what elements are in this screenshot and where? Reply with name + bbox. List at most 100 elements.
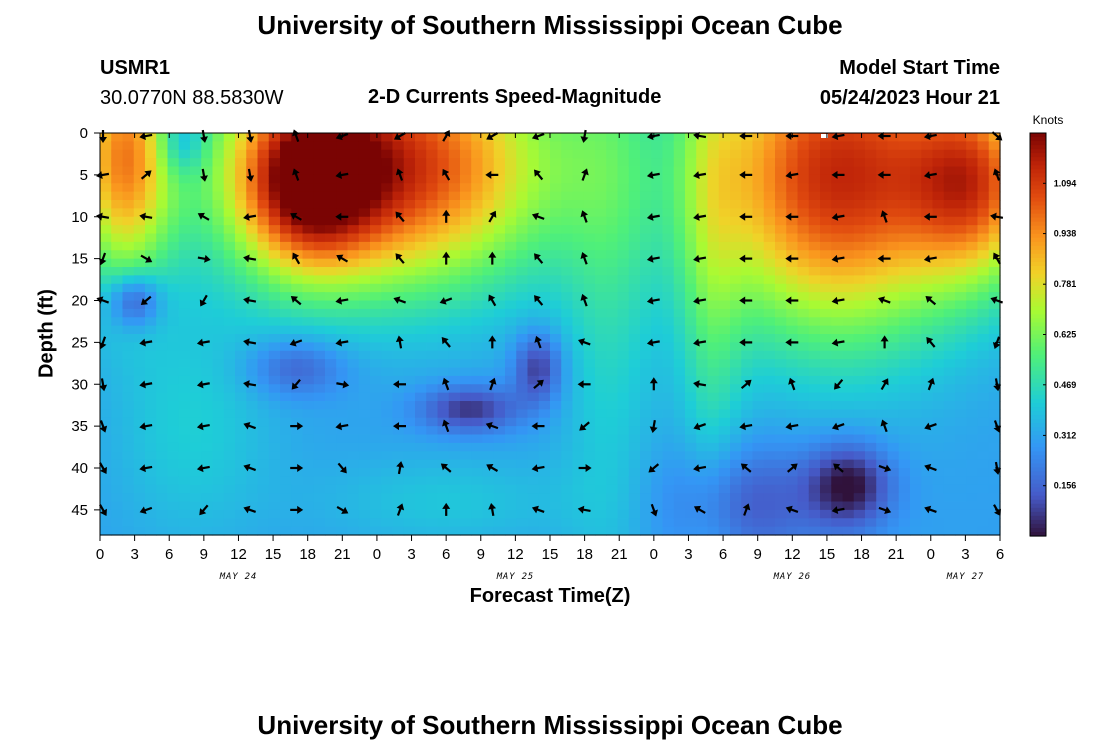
heatmap-cell [797, 191, 810, 201]
heatmap-cell [572, 283, 585, 293]
heatmap-cell [190, 200, 202, 209]
heatmap-cell [527, 509, 540, 519]
heatmap-cell [493, 325, 506, 335]
heatmap-cell [201, 526, 214, 536]
heatmap-cell [527, 250, 540, 260]
heatmap-cell [662, 451, 675, 461]
heatmap-cell [808, 275, 821, 285]
heatmap-cell [921, 434, 934, 444]
heatmap-cell [268, 367, 281, 377]
heatmap-cell [133, 292, 146, 302]
heatmap-cell [561, 518, 574, 528]
heatmap-cell [988, 509, 1001, 519]
heatmap-cell [133, 317, 146, 327]
heatmap-cell [966, 241, 979, 251]
heatmap-cell [741, 174, 754, 184]
heatmap-cell [257, 158, 270, 168]
heatmap-cell [606, 141, 619, 151]
heatmap-cell [235, 401, 247, 410]
heatmap-cell [516, 141, 529, 151]
heatmap-cell [527, 158, 540, 168]
heatmap-cell [493, 417, 506, 427]
heatmap-cell [403, 468, 416, 477]
heatmap-cell [167, 367, 180, 377]
heatmap-cell [403, 317, 416, 327]
heatmap-cell [426, 216, 439, 226]
heatmap-cell [741, 200, 754, 209]
heatmap-cell [932, 426, 945, 436]
heatmap-cell [201, 350, 214, 360]
heatmap-cell [313, 367, 326, 377]
heatmap-cell [763, 216, 776, 226]
heatmap-cell [853, 183, 866, 193]
heatmap-cell [617, 275, 630, 285]
heatmap-cell [178, 158, 191, 168]
heatmap-cell [201, 509, 214, 519]
heatmap-cell [853, 191, 866, 201]
heatmap-cell [865, 434, 877, 444]
heatmap-cell [246, 409, 259, 419]
heatmap-cell [527, 325, 540, 335]
heatmap-cell [876, 308, 889, 318]
heatmap-cell [280, 308, 292, 318]
heatmap-cell [640, 166, 652, 176]
heatmap-cell [246, 392, 259, 402]
heatmap-cell [763, 292, 776, 302]
heatmap-cell [820, 250, 832, 260]
heatmap-cell [460, 401, 472, 410]
heatmap-cell [685, 459, 697, 469]
heatmap-cell [865, 409, 877, 419]
heatmap-cell [786, 518, 799, 528]
heatmap-cell [820, 241, 832, 251]
current-arrow [739, 212, 753, 221]
heatmap-cell [257, 233, 270, 243]
heatmap-cell [370, 384, 382, 394]
heatmap-cell [786, 258, 799, 268]
current-arrow [993, 378, 1002, 392]
colorbar-segment [1030, 507, 1046, 513]
heatmap-cell [977, 300, 990, 310]
heatmap-cell [145, 241, 157, 251]
heatmap-cell [133, 308, 146, 318]
heatmap-cell [235, 275, 247, 285]
heatmap-cell [145, 476, 157, 486]
heatmap-cell [448, 484, 461, 494]
heatmap-cell [460, 359, 472, 369]
heatmap-cell [347, 350, 360, 360]
current-arrow [197, 254, 211, 263]
heatmap-cell [741, 476, 754, 486]
heatmap-cell [145, 442, 157, 452]
heatmap-cell [358, 250, 371, 260]
heatmap-cell [572, 174, 585, 184]
heatmap-cell [156, 133, 169, 142]
heatmap-cell [966, 342, 979, 352]
heatmap-cell [628, 350, 641, 360]
heatmap-cell [730, 518, 742, 528]
heatmap-cell [482, 258, 495, 268]
heatmap-cell [617, 367, 630, 377]
heatmap-cell [212, 250, 225, 260]
current-arrow [880, 419, 889, 433]
heatmap-cell [628, 509, 641, 519]
heatmap-cell [572, 133, 585, 142]
heatmap-cell [358, 208, 371, 218]
heatmap-cell [167, 149, 180, 159]
heatmap-cell [786, 325, 799, 335]
heatmap-cell [831, 342, 844, 352]
heatmap-cell [887, 493, 900, 503]
heatmap-cell [966, 468, 979, 477]
heatmap-cell [673, 384, 686, 394]
heatmap-cell [718, 267, 731, 276]
current-arrow [831, 422, 845, 431]
current-arrow [139, 506, 153, 515]
heatmap-cell [516, 392, 529, 402]
current-arrow [99, 420, 108, 433]
heatmap-cell [448, 401, 461, 410]
heatmap-cell [808, 216, 821, 226]
heatmap-cell [640, 334, 652, 343]
heatmap-cell [381, 216, 394, 226]
heatmap-cell [583, 451, 596, 461]
heatmap-cell [932, 526, 945, 536]
heatmap-cell [752, 359, 765, 369]
heatmap-cell [122, 216, 135, 226]
